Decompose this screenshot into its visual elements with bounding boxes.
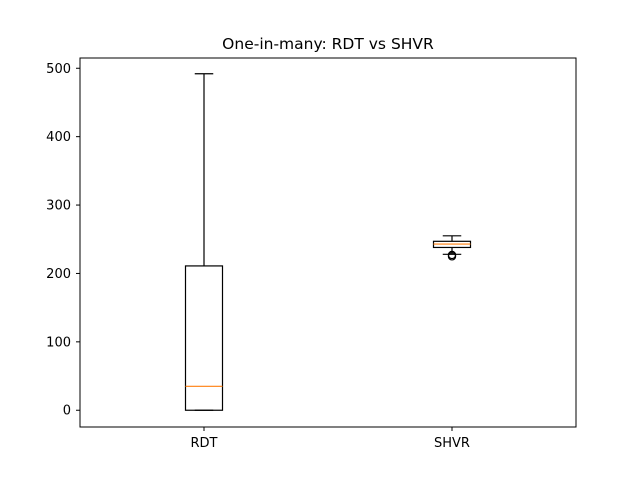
outlier-point <box>447 250 457 260</box>
y-tick-label: 400 <box>46 130 71 145</box>
y-tick-label: 300 <box>46 199 71 214</box>
y-tick-label: 100 <box>46 335 71 350</box>
box-group-shvr <box>432 235 472 261</box>
box-group-rdt <box>184 73 224 411</box>
iqr-box <box>184 265 224 411</box>
y-tick-label: 0 <box>63 404 71 419</box>
axes-frame <box>79 57 577 428</box>
x-tick-label: RDT <box>191 436 218 451</box>
chart-title: One-in-many: RDT vs SHVR <box>222 35 434 53</box>
plot-area: 0 100 200 300 400 500 RDT SHVR <box>46 57 577 451</box>
y-tick-label: 500 <box>46 62 71 77</box>
x-tick-label: SHVR <box>434 436 470 451</box>
y-tick-label: 200 <box>46 267 71 282</box>
